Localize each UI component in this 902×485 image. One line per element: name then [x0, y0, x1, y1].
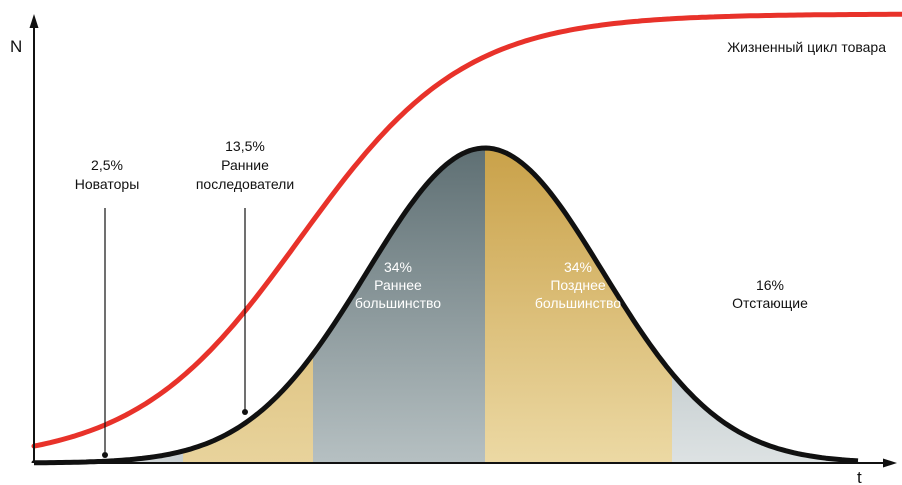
- late-majority-name-1: Позднее: [550, 277, 605, 293]
- band-early-adopters: [183, 148, 313, 463]
- early-adopters-pointer-dot: [242, 409, 248, 415]
- y-axis-arrow: [29, 14, 39, 28]
- laggards-percent: 16%: [756, 277, 784, 293]
- x-axis-arrow: [883, 458, 897, 468]
- x-axis-label: t: [857, 468, 862, 485]
- band-laggards: [672, 148, 860, 463]
- innovators-percent: 2,5%: [91, 157, 123, 173]
- lifecycle-curve: [31, 11, 902, 449]
- late-majority-percent: 34%: [564, 259, 592, 275]
- lifecycle-label: Жизненный цикл товара: [727, 39, 886, 55]
- bell-curve: [31, 145, 859, 466]
- late-majority-name-2: большинство: [535, 295, 621, 311]
- early-adopters-name-1: Ранние: [221, 157, 269, 173]
- laggards-name: Отстающие: [732, 295, 808, 311]
- early-majority-percent: 34%: [384, 259, 412, 275]
- innovators-name: Новаторы: [75, 176, 140, 192]
- early-majority-name-2: большинство: [355, 295, 441, 311]
- early-adopters-name-2: последователи: [196, 176, 294, 192]
- innovators-pointer-dot: [102, 452, 108, 458]
- early-adopters-percent: 13,5%: [225, 138, 265, 154]
- early-majority-name-1: Раннее: [374, 277, 422, 293]
- y-axis-label: N: [10, 37, 22, 56]
